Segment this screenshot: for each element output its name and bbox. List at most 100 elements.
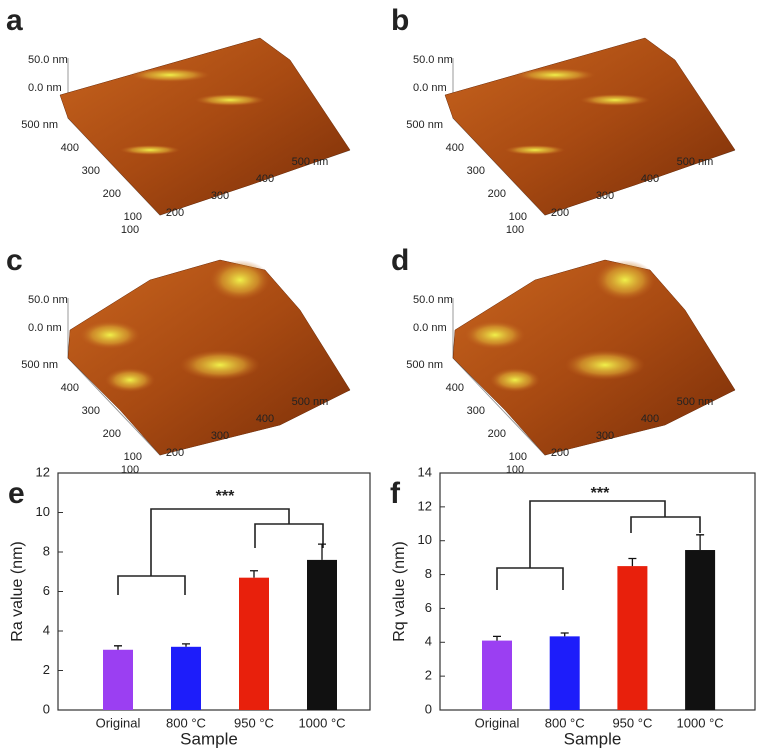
afm-x-label: 300 <box>211 190 229 202</box>
afm-z-label: 0.0 nm <box>413 322 447 334</box>
afm-y-label: 300 <box>82 405 100 417</box>
error-bar <box>250 570 258 578</box>
afm-x-label: 400 <box>641 173 659 185</box>
bracket <box>150 508 290 576</box>
afm-x-label: 200 <box>551 207 569 219</box>
afm-y-label: 400 <box>61 142 79 154</box>
error-bar <box>493 635 501 641</box>
y-axis-label: Rq value (nm) <box>391 541 408 641</box>
afm-z-label: 50.0 nm <box>28 294 68 306</box>
afm-x-label: 200 <box>551 447 569 459</box>
panel-label: d <box>391 244 409 277</box>
bar <box>171 646 201 710</box>
annotation: *** <box>591 485 610 502</box>
afm-y-label: 300 <box>467 405 485 417</box>
panel-label: e <box>8 477 25 510</box>
x-axis-label: Sample <box>180 729 238 748</box>
significance-brackets <box>117 500 701 595</box>
afm-highlight <box>490 368 540 392</box>
afm-highlight <box>515 68 595 82</box>
error-bar <box>318 543 326 560</box>
afm-x-label: 100 <box>121 464 139 476</box>
afm-z-label: 0.0 nm <box>28 82 62 94</box>
afm-x-label: 300 <box>596 430 614 442</box>
annotation: *** <box>216 488 235 505</box>
bracket <box>529 500 666 568</box>
afm-x-label: 500 nm <box>677 156 714 168</box>
y-tick-label: 12 <box>36 464 50 479</box>
bar <box>239 577 269 710</box>
plot-frame <box>439 472 756 711</box>
afm-highlight <box>130 68 210 82</box>
panel-label: b <box>391 4 409 37</box>
y-tick-label: 2 <box>43 662 50 677</box>
afm-y-label: 400 <box>61 382 79 394</box>
afm-y-label: 500 nm <box>406 119 443 131</box>
y-tick-label: 12 <box>418 498 432 513</box>
afm-y-label: 200 <box>488 188 506 200</box>
afm-surface <box>444 37 736 216</box>
afm-surface <box>59 37 351 216</box>
afm-highlight <box>210 260 270 300</box>
afm-x-label: 400 <box>256 413 274 425</box>
bracket <box>254 523 324 548</box>
y-tick-label: 2 <box>425 668 432 683</box>
y-tick-label: 10 <box>36 504 50 519</box>
afm-y-label: 400 <box>446 142 464 154</box>
afm-y-label: 100 <box>124 451 142 463</box>
afm-z-label: 50.0 nm <box>28 54 68 66</box>
afm-y-label: 400 <box>446 382 464 394</box>
afm-y-label: 100 <box>509 211 527 223</box>
y-tick-label: 8 <box>43 543 50 558</box>
error-bar <box>628 557 637 567</box>
afm-x-label: 100 <box>506 224 524 236</box>
x-tick-label: 950 °C <box>234 715 274 730</box>
afm-highlight <box>120 145 180 155</box>
afm-highlight <box>180 350 260 380</box>
afm-y-label: 100 <box>509 451 527 463</box>
afm-y-label: 200 <box>488 428 506 440</box>
afm-x-label: 100 <box>506 464 524 476</box>
x-tick-label: 800 °C <box>166 715 206 730</box>
panel-label: c <box>6 244 23 277</box>
y-tick-label: 6 <box>425 600 432 615</box>
bar <box>482 640 512 710</box>
panel-label: a <box>6 4 23 37</box>
x-tick-label: 800 °C <box>545 715 585 730</box>
bar <box>685 550 716 710</box>
y-tick-label: 10 <box>418 532 432 547</box>
bracket <box>117 575 186 595</box>
y-tick-label: 4 <box>43 622 50 637</box>
afm-y-label: 100 <box>124 211 142 223</box>
error-bar <box>696 534 705 551</box>
afm-x-label: 500 nm <box>677 396 714 408</box>
afm-y-label: 500 nm <box>406 359 443 371</box>
afm-x-label: 400 <box>256 173 274 185</box>
afm-highlight <box>580 94 650 106</box>
x-tick-label: Original <box>96 715 141 730</box>
afm-highlight <box>105 368 155 392</box>
bar <box>103 649 133 710</box>
afm-z-label: 0.0 nm <box>28 322 62 334</box>
y-tick-label: 0 <box>43 701 50 716</box>
afm-y-label: 200 <box>103 428 121 440</box>
afm-y-label: 300 <box>82 165 100 177</box>
y-axis-label: Ra value (nm) <box>9 541 26 641</box>
panel-label: f <box>390 477 401 510</box>
afm-highlight <box>505 145 565 155</box>
afm-highlight <box>195 94 265 106</box>
afm-x-label: 300 <box>596 190 614 202</box>
afm-y-label: 200 <box>103 188 121 200</box>
afm-highlight <box>565 350 645 380</box>
afm-z-label: 0.0 nm <box>413 82 447 94</box>
afm-x-label: 400 <box>641 413 659 425</box>
x-tick-label: 1000 °C <box>677 715 724 730</box>
bar <box>617 566 648 710</box>
error-bar <box>182 643 190 647</box>
afm-z-label: 50.0 nm <box>413 294 453 306</box>
